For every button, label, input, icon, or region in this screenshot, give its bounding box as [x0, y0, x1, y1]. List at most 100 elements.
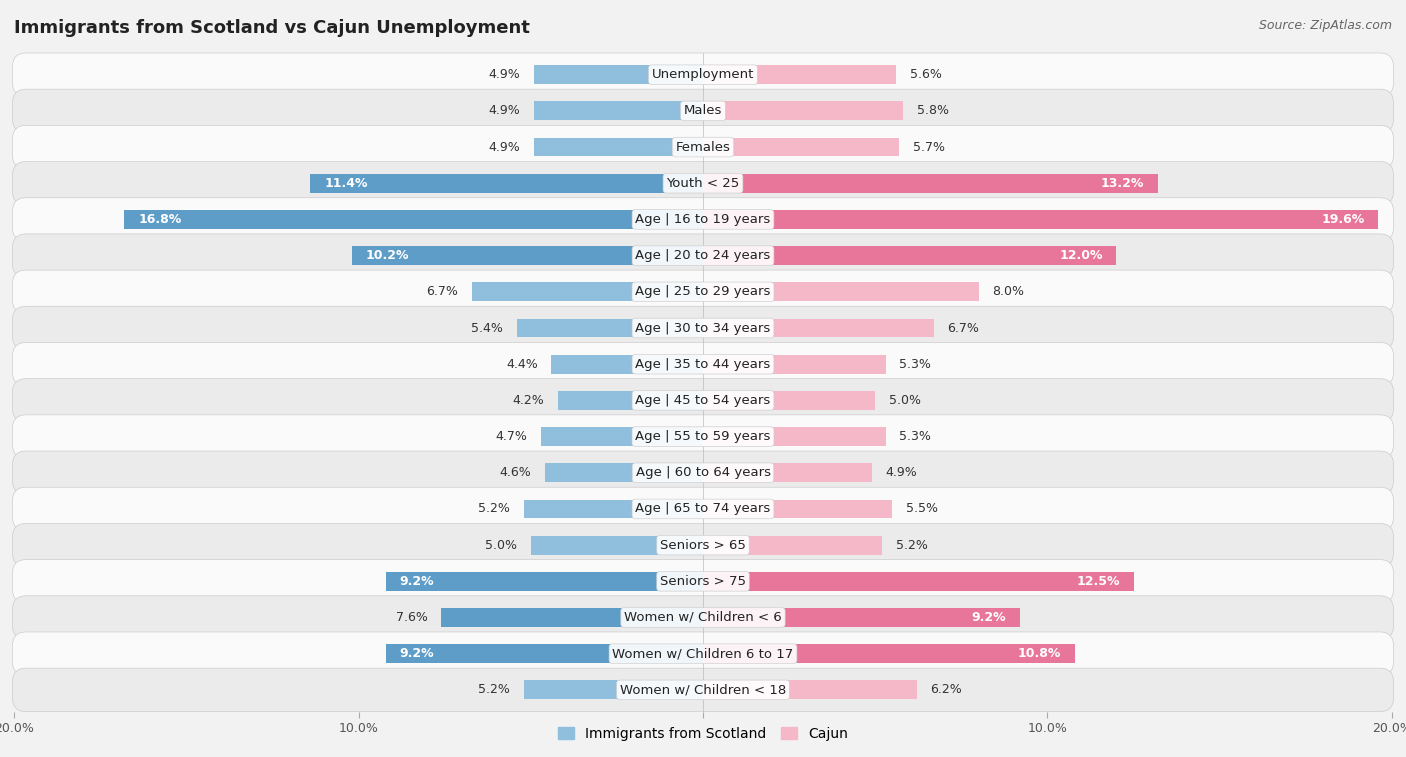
- Bar: [703, 246, 1116, 265]
- Text: Unemployment: Unemployment: [652, 68, 754, 81]
- Text: 8.0%: 8.0%: [993, 285, 1025, 298]
- FancyBboxPatch shape: [13, 53, 1393, 96]
- Text: 5.7%: 5.7%: [912, 141, 945, 154]
- Text: 13.2%: 13.2%: [1101, 177, 1144, 190]
- Text: 5.4%: 5.4%: [471, 322, 503, 335]
- Text: 5.3%: 5.3%: [900, 358, 931, 371]
- Text: 10.8%: 10.8%: [1018, 647, 1062, 660]
- Text: 4.7%: 4.7%: [495, 430, 527, 443]
- Text: Age | 35 to 44 years: Age | 35 to 44 years: [636, 358, 770, 371]
- Bar: [534, 101, 703, 120]
- Text: Age | 25 to 29 years: Age | 25 to 29 years: [636, 285, 770, 298]
- Bar: [703, 282, 979, 301]
- FancyBboxPatch shape: [13, 234, 1393, 277]
- Bar: [703, 65, 896, 84]
- Bar: [703, 644, 1076, 663]
- Bar: [387, 644, 703, 663]
- Text: 5.2%: 5.2%: [896, 539, 928, 552]
- Text: 4.9%: 4.9%: [489, 104, 520, 117]
- Text: 6.7%: 6.7%: [426, 285, 458, 298]
- Text: Women w/ Children < 18: Women w/ Children < 18: [620, 684, 786, 696]
- Text: Age | 60 to 64 years: Age | 60 to 64 years: [636, 466, 770, 479]
- Text: 10.2%: 10.2%: [366, 249, 409, 262]
- Text: Seniors > 65: Seniors > 65: [659, 539, 747, 552]
- Text: Females: Females: [675, 141, 731, 154]
- Text: 12.5%: 12.5%: [1077, 575, 1119, 587]
- Bar: [541, 427, 703, 446]
- Text: 6.7%: 6.7%: [948, 322, 980, 335]
- FancyBboxPatch shape: [13, 307, 1393, 350]
- Text: 11.4%: 11.4%: [323, 177, 367, 190]
- Bar: [441, 608, 703, 627]
- Bar: [534, 65, 703, 84]
- Bar: [124, 210, 703, 229]
- FancyBboxPatch shape: [13, 342, 1393, 386]
- Text: Age | 45 to 54 years: Age | 45 to 54 years: [636, 394, 770, 407]
- Bar: [544, 463, 703, 482]
- Bar: [311, 174, 703, 193]
- Text: 4.9%: 4.9%: [886, 466, 917, 479]
- FancyBboxPatch shape: [13, 523, 1393, 567]
- FancyBboxPatch shape: [13, 270, 1393, 313]
- Text: 5.2%: 5.2%: [478, 684, 510, 696]
- Text: Women w/ Children < 6: Women w/ Children < 6: [624, 611, 782, 624]
- Text: 7.6%: 7.6%: [395, 611, 427, 624]
- Text: 16.8%: 16.8%: [138, 213, 181, 226]
- Bar: [387, 572, 703, 590]
- Bar: [703, 608, 1019, 627]
- Text: Youth < 25: Youth < 25: [666, 177, 740, 190]
- Text: 19.6%: 19.6%: [1322, 213, 1364, 226]
- Bar: [551, 355, 703, 374]
- Bar: [524, 500, 703, 519]
- Bar: [703, 572, 1133, 590]
- Text: Seniors > 75: Seniors > 75: [659, 575, 747, 587]
- Legend: Immigrants from Scotland, Cajun: Immigrants from Scotland, Cajun: [558, 727, 848, 741]
- Text: 4.2%: 4.2%: [513, 394, 544, 407]
- FancyBboxPatch shape: [13, 559, 1393, 603]
- Text: 5.6%: 5.6%: [910, 68, 942, 81]
- Bar: [703, 427, 886, 446]
- Text: Age | 30 to 34 years: Age | 30 to 34 years: [636, 322, 770, 335]
- Text: 9.2%: 9.2%: [399, 575, 434, 587]
- Text: 4.6%: 4.6%: [499, 466, 531, 479]
- Text: 4.9%: 4.9%: [489, 141, 520, 154]
- FancyBboxPatch shape: [13, 488, 1393, 531]
- Bar: [531, 536, 703, 555]
- FancyBboxPatch shape: [13, 415, 1393, 458]
- Text: Age | 20 to 24 years: Age | 20 to 24 years: [636, 249, 770, 262]
- Text: Age | 65 to 74 years: Age | 65 to 74 years: [636, 503, 770, 516]
- Bar: [703, 681, 917, 699]
- Bar: [472, 282, 703, 301]
- Bar: [703, 463, 872, 482]
- Text: Immigrants from Scotland vs Cajun Unemployment: Immigrants from Scotland vs Cajun Unempl…: [14, 19, 530, 37]
- FancyBboxPatch shape: [13, 161, 1393, 205]
- FancyBboxPatch shape: [13, 378, 1393, 422]
- Text: 5.5%: 5.5%: [907, 503, 938, 516]
- Bar: [352, 246, 703, 265]
- Text: 5.2%: 5.2%: [478, 503, 510, 516]
- Bar: [558, 391, 703, 410]
- FancyBboxPatch shape: [13, 632, 1393, 675]
- Bar: [703, 391, 875, 410]
- Text: Age | 16 to 19 years: Age | 16 to 19 years: [636, 213, 770, 226]
- Text: Women w/ Children 6 to 17: Women w/ Children 6 to 17: [613, 647, 793, 660]
- Bar: [703, 500, 893, 519]
- Bar: [703, 355, 886, 374]
- Bar: [524, 681, 703, 699]
- Text: Age | 55 to 59 years: Age | 55 to 59 years: [636, 430, 770, 443]
- Bar: [703, 319, 934, 338]
- FancyBboxPatch shape: [13, 451, 1393, 494]
- Text: 6.2%: 6.2%: [931, 684, 962, 696]
- Bar: [703, 536, 882, 555]
- Text: 5.8%: 5.8%: [917, 104, 949, 117]
- Bar: [703, 138, 900, 157]
- Bar: [703, 210, 1378, 229]
- Bar: [534, 138, 703, 157]
- Text: 9.2%: 9.2%: [972, 611, 1007, 624]
- Bar: [517, 319, 703, 338]
- Text: 9.2%: 9.2%: [399, 647, 434, 660]
- Text: 4.9%: 4.9%: [489, 68, 520, 81]
- Bar: [703, 174, 1157, 193]
- Text: Males: Males: [683, 104, 723, 117]
- FancyBboxPatch shape: [13, 596, 1393, 639]
